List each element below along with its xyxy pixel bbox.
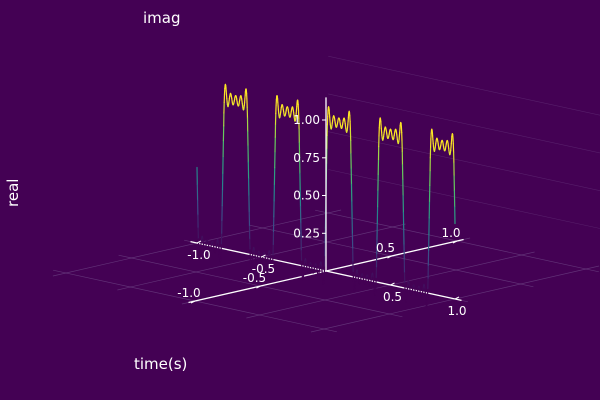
y-tick-label: 1.0 bbox=[441, 226, 460, 240]
y-tick-mark bbox=[190, 300, 196, 304]
y-tick-label: -1.0 bbox=[177, 286, 200, 300]
axis-title-real: real bbox=[4, 178, 22, 207]
grid-line bbox=[328, 169, 600, 229]
y-tick-label: 0.5 bbox=[376, 241, 395, 255]
x-tick-mark bbox=[454, 296, 460, 300]
x-tick-label: -1.0 bbox=[187, 248, 210, 262]
axis-title-time: time(s) bbox=[134, 355, 188, 373]
x-tick-label: 1.0 bbox=[447, 304, 466, 318]
y-tick-label: -0.5 bbox=[243, 271, 266, 285]
z-tick-label: 0.25 bbox=[293, 226, 320, 240]
y-tick-mark bbox=[452, 240, 458, 244]
x-tick-mark bbox=[390, 282, 395, 286]
grid-line bbox=[328, 131, 600, 192]
y-tick-mark bbox=[256, 285, 261, 289]
x-tick-mark bbox=[196, 240, 202, 244]
x-tick-mark bbox=[261, 254, 266, 258]
z-tick-label: 0.75 bbox=[293, 151, 320, 165]
grid-line bbox=[328, 93, 600, 154]
grid-line bbox=[328, 55, 600, 116]
axis-title-imag: imag bbox=[143, 9, 181, 27]
z-tick-label: 0.50 bbox=[293, 189, 320, 203]
x-tick-label: -0.5 bbox=[252, 262, 275, 276]
z-tick-label: 1.00 bbox=[293, 113, 320, 127]
x-tick-label: 0.5 bbox=[383, 290, 402, 304]
y-tick-mark bbox=[387, 255, 392, 259]
